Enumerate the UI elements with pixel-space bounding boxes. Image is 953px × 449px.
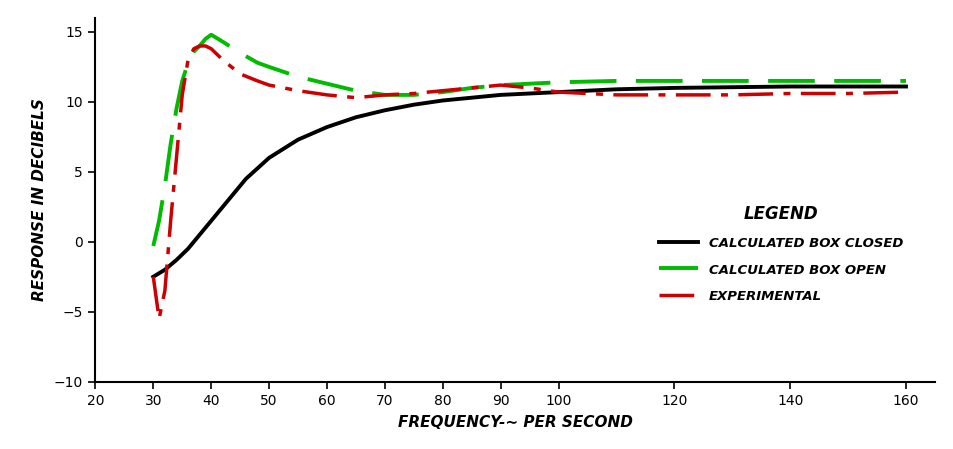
CALCULATED BOX OPEN	[553, 79, 564, 85]
EXPERIMENTAL	[182, 57, 193, 62]
CALCULATED BOX CLOSED	[841, 84, 853, 89]
CALCULATED BOX OPEN	[263, 64, 274, 70]
EXPERIMENTAL	[495, 83, 506, 88]
EXPERIMENTAL	[523, 85, 535, 91]
CALCULATED BOX OPEN	[841, 78, 853, 84]
EXPERIMENTAL	[171, 155, 182, 161]
CALCULATED BOX OPEN	[199, 36, 211, 42]
CALCULATED BOX OPEN	[252, 60, 263, 66]
CALCULATED BOX CLOSED	[182, 246, 193, 251]
EXPERIMENTAL	[783, 91, 795, 96]
EXPERIMENTAL	[321, 92, 333, 97]
CALCULATED BOX CLOSED	[171, 257, 182, 263]
CALCULATED BOX OPEN	[610, 78, 621, 84]
EXPERIMENTAL	[726, 92, 738, 97]
EXPERIMENTAL	[900, 89, 911, 95]
EXPERIMENTAL	[292, 88, 303, 93]
Legend: CALCULATED BOX CLOSED, CALCULATED BOX OPEN, EXPERIMENTAL: CALCULATED BOX CLOSED, CALCULATED BOX OP…	[658, 206, 902, 303]
CALCULATED BOX CLOSED	[240, 176, 252, 181]
EXPERIMENTAL	[193, 43, 205, 48]
CALCULATED BOX CLOSED	[783, 84, 795, 89]
EXPERIMENTAL	[188, 46, 199, 52]
CALCULATED BOX OPEN	[783, 78, 795, 84]
EXPERIMENTAL	[263, 83, 274, 88]
CALCULATED BOX OPEN	[523, 81, 535, 86]
CALCULATED BOX OPEN	[900, 78, 911, 84]
CALCULATED BOX CLOSED	[159, 267, 171, 273]
CALCULATED BOX CLOSED	[553, 89, 564, 95]
CALCULATED BOX OPEN	[234, 50, 246, 56]
CALCULATED BOX OPEN	[176, 78, 188, 84]
EXPERIMENTAL	[153, 316, 165, 321]
CALCULATED BOX CLOSED	[523, 91, 535, 96]
CALCULATED BOX CLOSED	[495, 92, 506, 97]
CALCULATED BOX CLOSED	[408, 102, 419, 107]
CALCULATED BOX OPEN	[171, 106, 182, 112]
CALCULATED BOX CLOSED	[900, 84, 911, 89]
EXPERIMENTAL	[199, 43, 211, 48]
EXPERIMENTAL	[217, 57, 229, 62]
CALCULATED BOX OPEN	[408, 92, 419, 97]
CALCULATED BOX CLOSED	[350, 114, 361, 120]
EXPERIMENTAL	[234, 71, 246, 77]
CALCULATED BOX CLOSED	[610, 87, 621, 92]
CALCULATED BOX CLOSED	[436, 98, 448, 103]
EXPERIMENTAL	[553, 89, 564, 95]
CALCULATED BOX CLOSED	[148, 274, 159, 279]
CALCULATED BOX CLOSED	[378, 108, 390, 113]
CALCULATED BOX OPEN	[205, 32, 216, 37]
EXPERIMENTAL	[176, 92, 188, 97]
EXPERIMENTAL	[205, 46, 216, 52]
CALCULATED BOX OPEN	[436, 89, 448, 95]
CALCULATED BOX OPEN	[292, 74, 303, 79]
CALCULATED BOX OPEN	[726, 78, 738, 84]
EXPERIMENTAL	[252, 78, 263, 84]
CALCULATED BOX OPEN	[378, 92, 390, 97]
Y-axis label: RESPONSE IN DECIBELS: RESPONSE IN DECIBELS	[31, 98, 47, 301]
CALCULATED BOX OPEN	[217, 39, 229, 44]
Line: CALCULATED BOX OPEN: CALCULATED BOX OPEN	[153, 35, 905, 246]
EXPERIMENTAL	[408, 91, 419, 96]
CALCULATED BOX OPEN	[668, 78, 679, 84]
CALCULATED BOX OPEN	[159, 183, 171, 189]
CALCULATED BOX CLOSED	[223, 197, 234, 202]
CALCULATED BOX OPEN	[350, 88, 361, 93]
CALCULATED BOX OPEN	[193, 43, 205, 48]
EXPERIMENTAL	[465, 85, 476, 91]
EXPERIMENTAL	[668, 92, 679, 97]
CALCULATED BOX OPEN	[182, 60, 193, 66]
CALCULATED BOX OPEN	[188, 49, 199, 54]
CALCULATED BOX CLOSED	[668, 85, 679, 91]
EXPERIMENTAL	[378, 92, 390, 97]
CALCULATED BOX CLOSED	[193, 232, 205, 238]
CALCULATED BOX OPEN	[165, 141, 176, 146]
EXPERIMENTAL	[350, 95, 361, 101]
Line: CALCULATED BOX CLOSED: CALCULATED BOX CLOSED	[153, 87, 905, 277]
CALCULATED BOX CLOSED	[292, 137, 303, 142]
CALCULATED BOX CLOSED	[726, 84, 738, 90]
EXPERIMENTAL	[165, 218, 176, 224]
CALCULATED BOX OPEN	[153, 218, 165, 224]
EXPERIMENTAL	[436, 88, 448, 93]
EXPERIMENTAL	[841, 91, 853, 96]
CALCULATED BOX OPEN	[495, 83, 506, 88]
CALCULATED BOX OPEN	[321, 81, 333, 86]
EXPERIMENTAL	[148, 274, 159, 279]
CALCULATED BOX CLOSED	[465, 95, 476, 101]
EXPERIMENTAL	[159, 288, 171, 294]
EXPERIMENTAL	[610, 92, 621, 97]
CALCULATED BOX CLOSED	[321, 124, 333, 130]
Line: EXPERIMENTAL: EXPERIMENTAL	[153, 46, 905, 319]
X-axis label: FREQUENCY-∼ PER SECOND: FREQUENCY-∼ PER SECOND	[397, 415, 632, 430]
CALCULATED BOX CLOSED	[263, 155, 274, 161]
CALCULATED BOX OPEN	[465, 85, 476, 91]
CALCULATED BOX OPEN	[148, 243, 159, 249]
CALCULATED BOX CLOSED	[205, 218, 216, 224]
